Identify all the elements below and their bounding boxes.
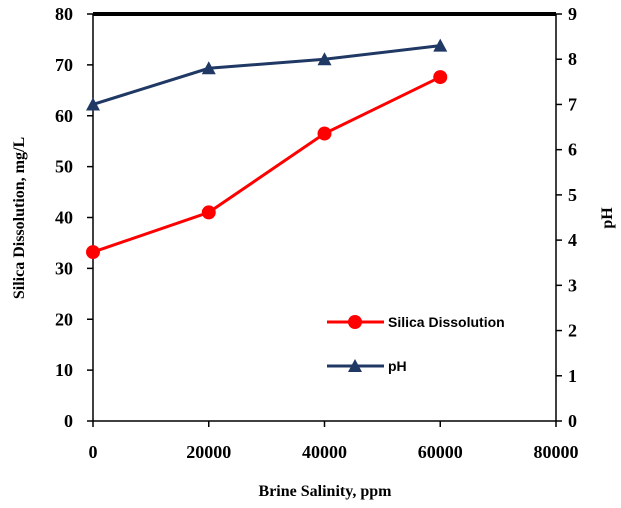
y2-axis-ticks: 0 1 2 3 4 5 6 7 8 9 xyxy=(556,4,577,431)
ph-series-line xyxy=(92,44,441,106)
series-layer xyxy=(86,38,448,260)
y2-tick-label: 9 xyxy=(568,4,577,24)
silica-dissolution-series-line xyxy=(92,75,441,254)
y-tick-label: 40 xyxy=(55,208,73,228)
x-axis-title: Brine Salinity, ppm xyxy=(259,483,393,500)
silica-dissolution-data-point xyxy=(201,205,216,220)
y-tick-label: 20 xyxy=(55,309,73,329)
legend: Silica Dissolution pH xyxy=(327,314,505,374)
y2-tick-label: 4 xyxy=(568,230,577,250)
y2-tick-label: 1 xyxy=(568,366,577,386)
silica-dissolution-data-point xyxy=(433,70,448,85)
legend-label-ph: pH xyxy=(388,358,407,374)
y2-tick-label: 8 xyxy=(568,49,577,69)
y-tick-label: 50 xyxy=(55,157,73,177)
ph-data-point xyxy=(201,61,216,75)
y2-axis-title: pH xyxy=(599,207,616,229)
y-tick-label: 30 xyxy=(55,258,73,278)
y-tick-label: 60 xyxy=(55,106,73,126)
y2-tick-label: 3 xyxy=(568,275,577,295)
y-tick-label: 10 xyxy=(55,360,73,380)
y2-tick-label: 5 xyxy=(568,185,577,205)
legend-label-silica-dissolution: Silica Dissolution xyxy=(388,314,505,330)
y2-tick-label: 2 xyxy=(568,321,577,341)
y-tick-label: 80 xyxy=(55,4,73,24)
ph-data-point xyxy=(433,38,448,52)
y2-tick-label: 7 xyxy=(568,94,577,114)
x-axis-ticks: 0 20000 40000 60000 80000 xyxy=(89,421,579,462)
ph-data-point xyxy=(317,52,332,66)
x-tick-label: 60000 xyxy=(418,442,463,462)
x-tick-label: 80000 xyxy=(534,442,579,462)
y-tick-label: 70 xyxy=(55,55,73,75)
y-axis-ticks: 0 10 20 30 40 50 60 70 80 xyxy=(55,4,93,431)
legend-marker-ph xyxy=(348,359,362,372)
y-tick-label: 0 xyxy=(64,411,73,431)
plot-frame xyxy=(92,12,557,422)
y2-tick-label: 6 xyxy=(568,140,577,160)
x-tick-label: 20000 xyxy=(186,442,231,462)
y2-tick-label: 0 xyxy=(568,411,577,431)
silica-dissolution-data-point xyxy=(86,245,100,260)
y-axis-title: Silica Dissolution, mg/L xyxy=(11,137,28,299)
x-tick-label: 0 xyxy=(89,442,98,462)
x-tick-label: 40000 xyxy=(302,442,347,462)
silica-dissolution-data-point xyxy=(317,126,332,141)
ph-data-point xyxy=(86,97,100,111)
legend-marker-silica-dissolution xyxy=(348,315,362,329)
